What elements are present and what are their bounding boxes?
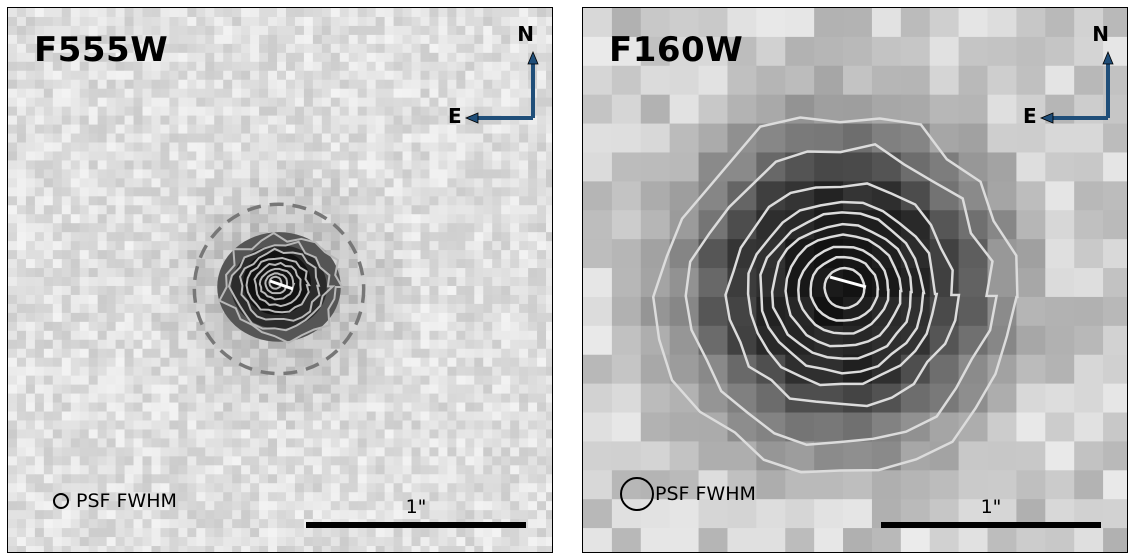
compass-arrows-icon [1039, 50, 1114, 124]
psf-label: PSF FWHM [655, 483, 756, 505]
east-label: E [448, 104, 462, 128]
contour-lines [651, 116, 1019, 474]
compass-arrows-icon [464, 50, 539, 124]
scale-bar: 1" [306, 496, 526, 528]
psf-label: PSF FWHM [76, 490, 177, 512]
north-label: N [517, 22, 534, 46]
image-panel-f160w: F160W N E PSF FWHM 1" [582, 7, 1128, 553]
contour-lines [218, 231, 344, 344]
compass: N E [1023, 22, 1114, 132]
scale-bar-line [306, 522, 526, 528]
f555w-image [8, 8, 552, 552]
aperture-circle [192, 202, 366, 376]
east-label: E [1023, 104, 1037, 128]
pixel-grid [583, 8, 1127, 552]
north-label: N [1092, 22, 1109, 46]
f160w-image [583, 8, 1127, 552]
image-panel-f555w: F555W N E PSF FWHM 1" [7, 7, 553, 553]
scale-bar-label: 1" [405, 496, 427, 518]
orientation-tick [269, 279, 294, 291]
filter-label: F160W [609, 30, 744, 70]
scale-bar-label: 1" [980, 496, 1002, 518]
filter-label: F555W [34, 30, 169, 70]
psf-indicator: PSF FWHM [619, 476, 756, 512]
scale-bar-line [881, 522, 1101, 528]
compass: N E [448, 22, 539, 132]
psf-circle-icon [620, 477, 654, 511]
scale-bar: 1" [881, 496, 1101, 528]
psf-circle-icon [53, 493, 69, 509]
psf-indicator: PSF FWHM [52, 490, 177, 512]
orientation-tick [829, 275, 867, 289]
